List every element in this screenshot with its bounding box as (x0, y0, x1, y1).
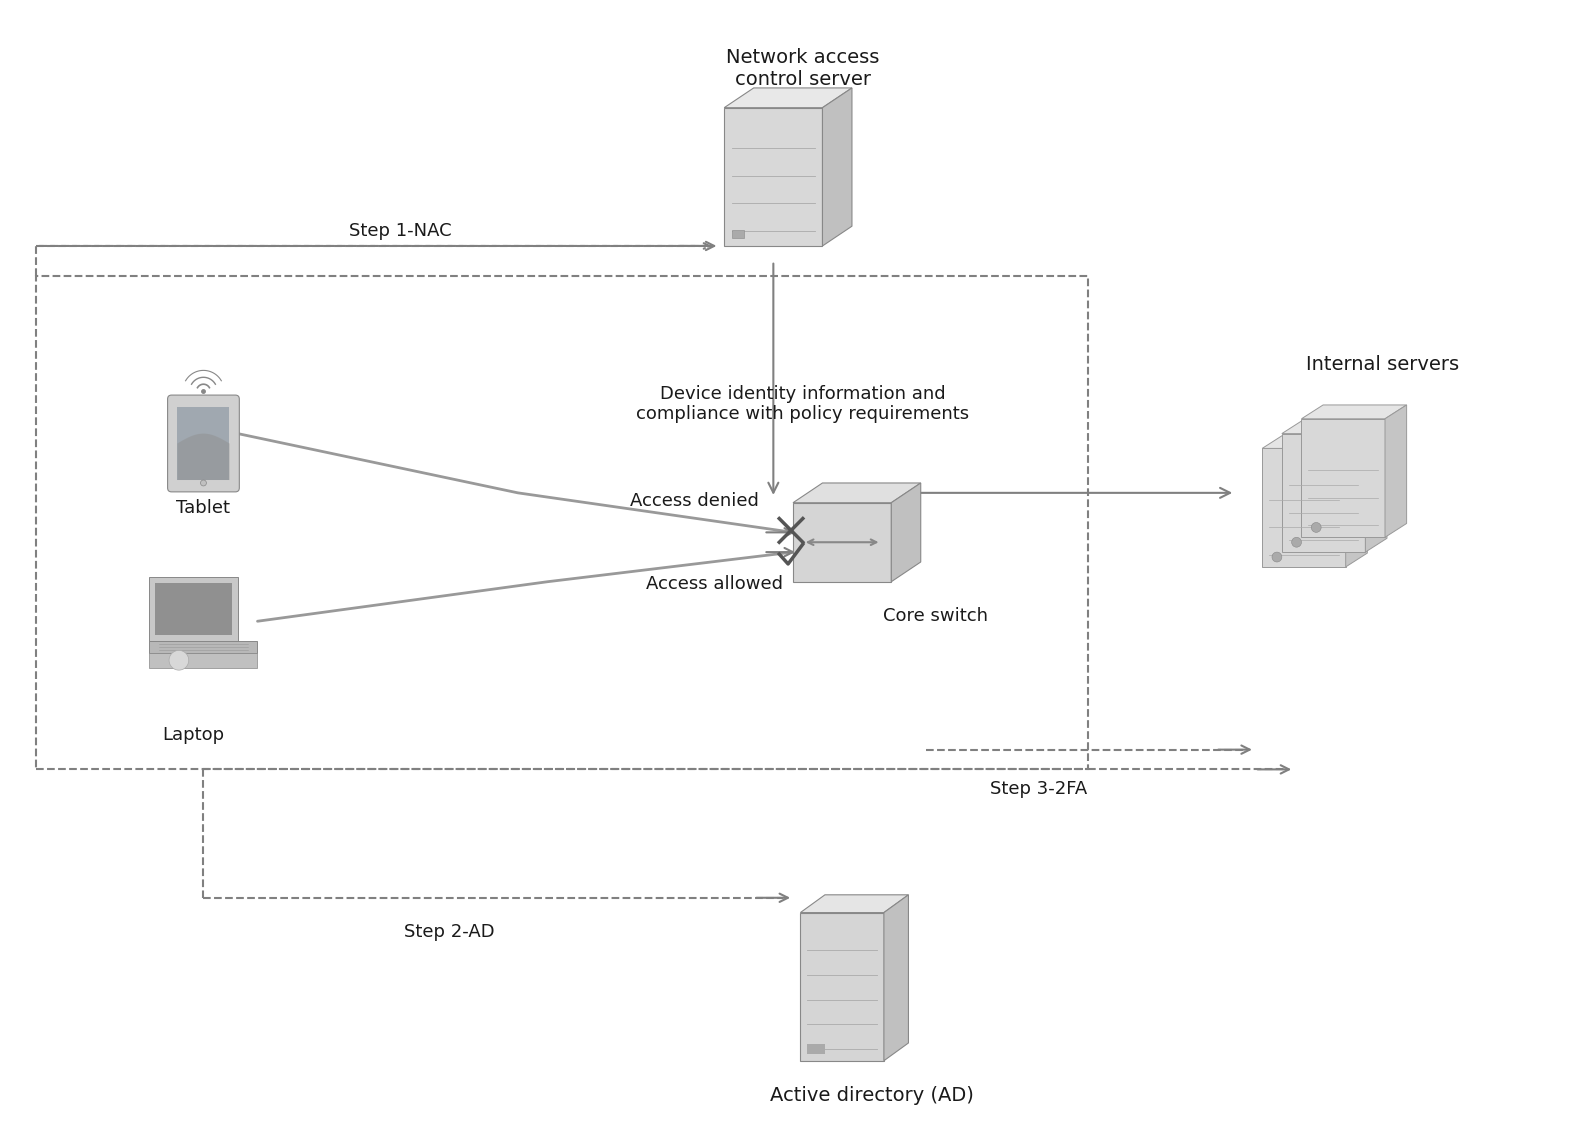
Text: Access denied: Access denied (630, 491, 760, 509)
Polygon shape (793, 482, 921, 503)
Polygon shape (1366, 420, 1388, 552)
Polygon shape (883, 895, 909, 1060)
Circle shape (1272, 552, 1281, 562)
Polygon shape (1302, 419, 1385, 537)
Polygon shape (1345, 434, 1367, 567)
Text: Step 2-AD: Step 2-AD (404, 923, 495, 941)
Polygon shape (801, 912, 883, 1060)
Polygon shape (149, 641, 257, 653)
Polygon shape (1281, 420, 1388, 433)
Text: Step 1-NAC: Step 1-NAC (349, 222, 452, 240)
Bar (733, 230, 744, 238)
Text: Network access
control server: Network access control server (726, 47, 880, 89)
Polygon shape (1385, 405, 1407, 537)
Text: Core switch: Core switch (883, 607, 988, 625)
Polygon shape (801, 895, 909, 912)
Polygon shape (1262, 449, 1345, 567)
Polygon shape (1302, 405, 1407, 419)
Text: Access allowed: Access allowed (646, 574, 783, 592)
Circle shape (1312, 523, 1321, 532)
Text: Device identity information and
compliance with policy requirements: Device identity information and complian… (636, 385, 969, 423)
Polygon shape (725, 88, 852, 108)
Text: Laptop: Laptop (163, 726, 225, 744)
Polygon shape (149, 577, 238, 641)
Circle shape (170, 651, 189, 670)
FancyBboxPatch shape (168, 395, 239, 491)
Circle shape (1291, 537, 1302, 548)
Bar (36, 276, 1088, 770)
Polygon shape (155, 582, 232, 635)
Circle shape (200, 480, 206, 486)
Polygon shape (891, 482, 921, 581)
Text: Internal servers: Internal servers (1305, 355, 1459, 374)
Bar (149, 653, 257, 668)
Polygon shape (823, 88, 852, 246)
Text: Step 3-2FA: Step 3-2FA (990, 780, 1088, 798)
Polygon shape (793, 503, 891, 581)
Bar (178, 407, 230, 480)
Polygon shape (1281, 433, 1366, 552)
Text: Tablet: Tablet (176, 498, 230, 516)
Bar (807, 1043, 825, 1054)
Polygon shape (1262, 434, 1367, 449)
Text: Active directory (AD): Active directory (AD) (769, 1086, 974, 1105)
Polygon shape (725, 108, 823, 246)
